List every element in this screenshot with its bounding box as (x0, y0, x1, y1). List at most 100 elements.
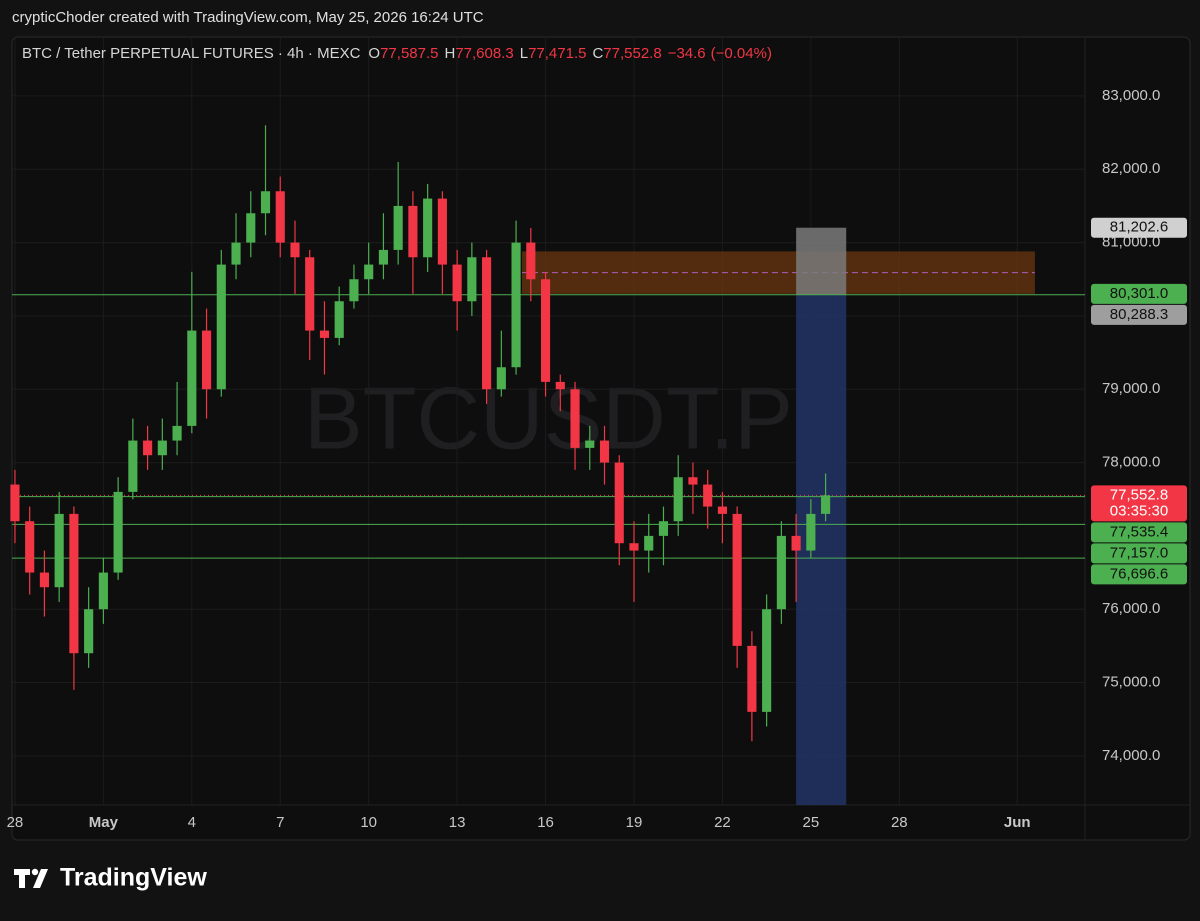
candle-body (143, 440, 153, 456)
candle-body (393, 205, 403, 250)
candle-body (762, 609, 772, 712)
price-label: 80,301.0 (1110, 285, 1168, 302)
ohlc-value: 77,471.5 (528, 45, 586, 62)
price-label: 77,157.0 (1110, 544, 1168, 561)
candle-body (216, 264, 226, 390)
candle-body (187, 330, 197, 426)
series-title: BTC / Tether PERPETUAL FUTURES · 4h · ME… (22, 45, 361, 62)
x-tick-label: 7 (276, 814, 284, 831)
x-tick-label: Jun (1004, 814, 1031, 831)
candle-body (644, 535, 654, 551)
candle-body (319, 330, 330, 338)
candle-body (570, 389, 580, 448)
candle-body (113, 491, 123, 573)
candle-body (437, 198, 447, 265)
credit: crypticChoder created with TradingView.c… (12, 9, 484, 26)
brand: TradingView (60, 864, 207, 892)
candle-body (585, 440, 595, 448)
range-body (796, 294, 847, 805)
price-label-bg (1091, 485, 1187, 522)
candle-body (496, 367, 506, 390)
x-tick-label: 4 (188, 814, 196, 831)
candle-body (275, 191, 285, 243)
candle-body (511, 242, 521, 368)
price-label: 81,202.6 (1110, 219, 1168, 236)
y-tick-label: 76,000.0 (1102, 600, 1160, 617)
candle-body (69, 513, 79, 654)
logo-mark (14, 869, 30, 888)
price-label: 03:35:30 (1110, 502, 1168, 519)
candle-body (201, 330, 212, 390)
footer-logo (14, 868, 48, 888)
y-tick-label: 75,000.0 (1102, 674, 1160, 691)
candle-body (25, 521, 35, 573)
candle-body (260, 191, 271, 214)
price-label-bg (1091, 543, 1187, 564)
x-tick-label: May (89, 814, 119, 831)
candle-body (334, 301, 344, 338)
candle-body (378, 249, 388, 265)
price-label-bg (1091, 283, 1187, 304)
candle-body (39, 572, 49, 588)
candle-body (629, 543, 639, 551)
x-tick-label: 10 (360, 814, 377, 831)
candle-body (467, 257, 477, 302)
ohlc-value: 77,587.5 (380, 45, 438, 62)
candle-body (452, 264, 462, 302)
candle-body (747, 645, 757, 712)
y-tick-label: 82,000.0 (1102, 160, 1160, 177)
price-label-bg (1091, 217, 1187, 238)
chart-panel (11, 36, 1191, 841)
candle-body (688, 477, 698, 485)
candle-body (364, 264, 374, 280)
price-label-bg (1091, 304, 1187, 325)
y-tick-label: 74,000.0 (1102, 747, 1160, 764)
candle-body (423, 198, 433, 258)
candle-body (732, 513, 742, 646)
logo-mark (33, 869, 48, 888)
price-label: 80,288.3 (1110, 306, 1168, 323)
ohlc-key: O (368, 45, 380, 62)
x-tick-label: 28 (7, 814, 24, 831)
candle-body (791, 535, 801, 551)
ohlc-value: 77,552.8 (603, 45, 661, 62)
candle-body (98, 572, 108, 610)
price-label: 76,696.6 (1110, 565, 1168, 582)
price-label: 77,535.4 (1110, 523, 1168, 540)
candle-body (128, 440, 138, 492)
candle-body (10, 484, 20, 522)
candle-body (717, 506, 727, 514)
candle-body (84, 609, 94, 654)
candle-body (305, 257, 315, 331)
x-tick-label: 13 (449, 814, 466, 831)
candle-body (231, 242, 241, 265)
ohlc-value: 77,608.3 (455, 45, 513, 62)
candle-body (349, 279, 359, 302)
candle-body (673, 477, 683, 522)
candle-body (555, 381, 565, 390)
ohlc-key: L (520, 45, 528, 62)
y-tick-label: 79,000.0 (1102, 380, 1160, 397)
candle-body (290, 242, 300, 258)
y-tick-label: 83,000.0 (1102, 87, 1160, 104)
legend: BTC / Tether PERPETUAL FUTURES · 4h · ME… (22, 45, 772, 62)
ohlc-key: C (592, 45, 603, 62)
price-label-bg (1091, 522, 1187, 543)
candle-body (526, 242, 536, 280)
x-tick-label: 28 (891, 814, 908, 831)
price-label-bg (1091, 564, 1187, 585)
x-tick-label: 19 (626, 814, 643, 831)
watermark: BTCUSDT.P (304, 368, 793, 467)
candle-body (821, 495, 831, 514)
x-tick-label: 22 (714, 814, 731, 831)
logo-mark (31, 868, 39, 876)
candle-body (703, 484, 713, 507)
candle-body (614, 462, 624, 544)
candle-body (776, 535, 786, 610)
change-pct: (−0.04%) (711, 45, 772, 62)
candle-body (157, 440, 167, 456)
range-top (796, 227, 847, 295)
candle-body (408, 205, 418, 258)
